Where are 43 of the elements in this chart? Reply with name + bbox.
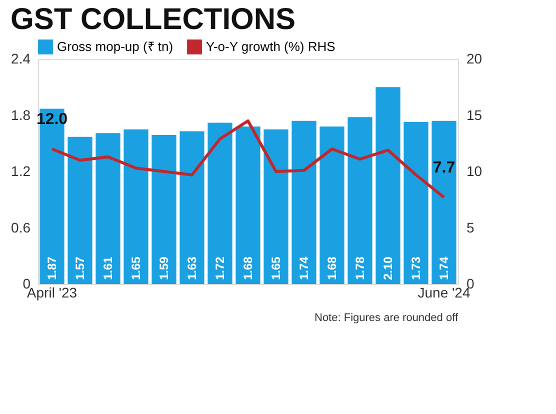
bar: [236, 126, 260, 284]
bar: [124, 129, 148, 284]
text: Note: Figures are rounded off: [314, 312, 459, 324]
data-label: 1.61: [101, 256, 115, 280]
bar: [264, 129, 288, 284]
legend-label: Y-o-Y growth (%) RHS: [206, 38, 336, 54]
data-label: 1.65: [269, 256, 283, 280]
y2-tick-label: 5: [466, 219, 474, 236]
bar: [404, 122, 428, 284]
y2-tick-label: 20: [466, 50, 482, 66]
data-label: 1.72: [213, 256, 227, 280]
bar: [432, 120, 456, 284]
data-label: 1.68: [325, 256, 339, 280]
legend-label: Gross mop-up (₹ tn): [57, 38, 174, 54]
y-tick-label: 1.2: [11, 163, 31, 179]
data-label: 1.68: [241, 256, 255, 280]
bar: [180, 131, 204, 284]
data-label: 2.10: [381, 256, 395, 280]
data-label: 1.57: [73, 256, 87, 280]
data-label: 1.74: [297, 256, 311, 280]
data-label: 7.7: [432, 159, 456, 176]
y-tick-label: 0: [22, 276, 31, 292]
bar: [68, 136, 92, 284]
bar: [152, 134, 176, 284]
bar: [320, 126, 344, 284]
data-label: 1.74: [437, 256, 451, 280]
chart-title: GST COLLECTIONS: [10, 3, 296, 36]
data-label: 1.87: [45, 256, 59, 280]
data-label: 1.59: [157, 256, 171, 280]
bar: [96, 133, 120, 284]
y-tick-label: 1.8: [11, 106, 31, 123]
data-label: 1.78: [353, 256, 367, 280]
bar: [292, 120, 316, 284]
y2-tick-label: 15: [466, 106, 482, 123]
data-label: 1.73: [409, 256, 423, 280]
y-tick-label: 2.4: [11, 50, 31, 66]
y-tick-label: 0.6: [11, 219, 31, 236]
y2-tick-label: 10: [466, 163, 482, 179]
bar: [348, 117, 372, 284]
data-label: 1.63: [185, 256, 199, 280]
data-label: 1.65: [129, 256, 143, 280]
bar: [208, 122, 232, 284]
bar: [376, 87, 400, 284]
